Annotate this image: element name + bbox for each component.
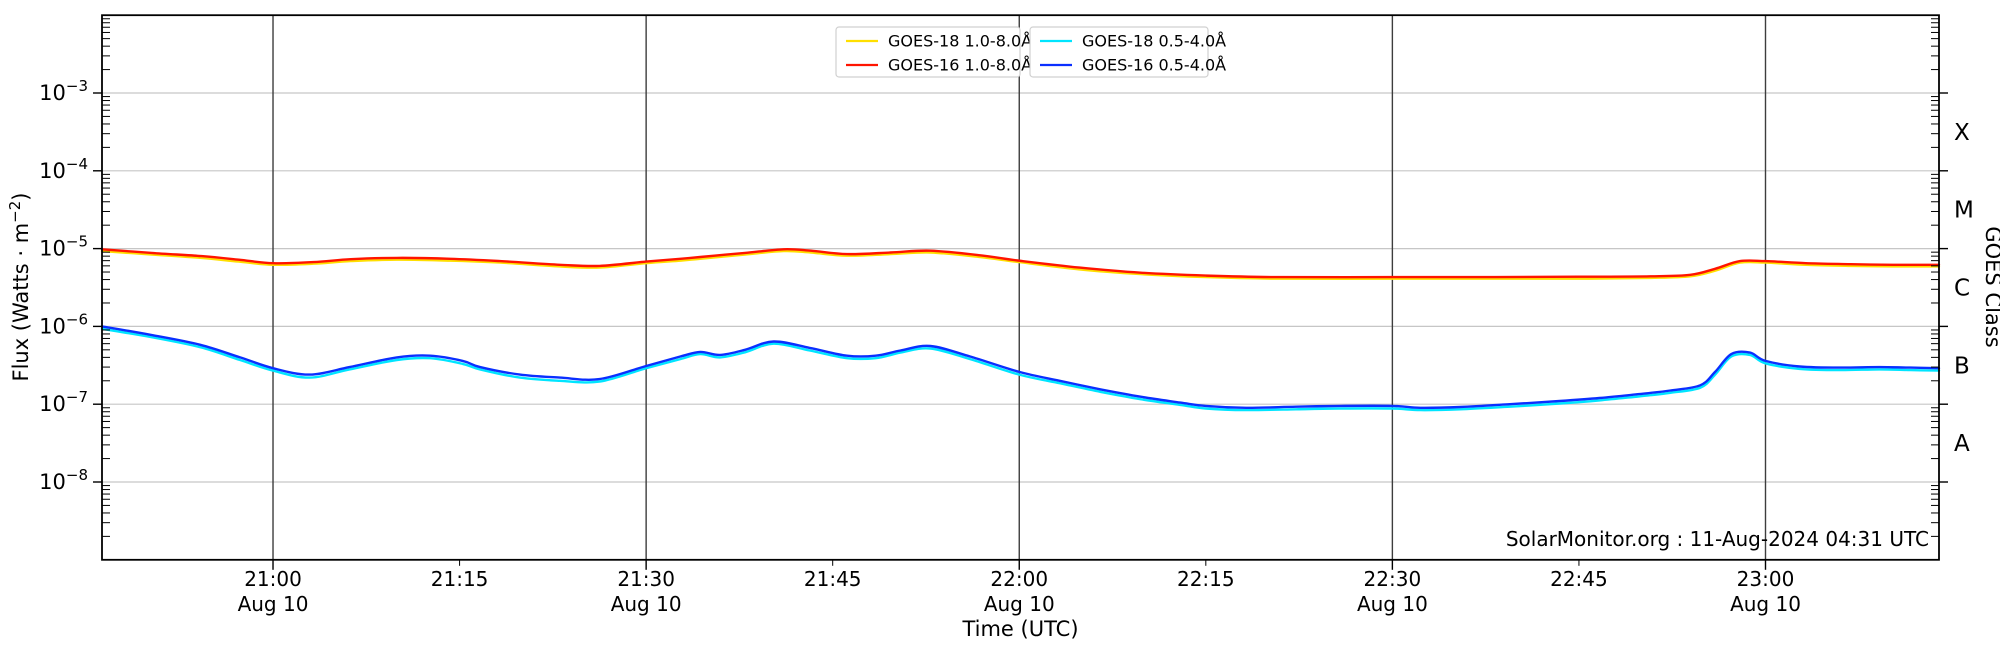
x-tick-label: 22:00 [990,567,1048,591]
goes-class-b: B [1954,353,1970,379]
y-tick-label: 10−6 [39,310,88,338]
series-line-goes-18-1-0-8-0- [100,249,1941,281]
axis-ticks [93,18,1948,570]
series-line-goes-16-0-5-4-0- [100,325,1941,410]
x-tick-date: Aug 10 [611,592,682,616]
goes-class-letters: X M C B A [1954,120,1974,457]
legend-label: GOES-18 0.5-4.0Å [1082,32,1226,51]
y-axis-labels: 10−3 10−4 10−5 10−6 10−7 10−8 [39,77,88,494]
x-tick-label: 21:00 [244,567,302,591]
x-tick-label: 21:30 [617,567,675,591]
series-lines [100,248,1941,412]
x-tick-label: 23:00 [1737,567,1795,591]
legend-frame [1029,26,1209,78]
y-tick-label: 10−5 [39,233,88,261]
legend-label: GOES-16 0.5-4.0Å [1082,56,1226,75]
y-tick-label: 10−7 [39,388,88,416]
x-tick-date: Aug 10 [1730,592,1801,616]
x-tick-label: 22:15 [1177,567,1235,591]
legend-box: GOES-18 0.5-4.0Å GOES-16 0.5-4.0Å [1029,26,1226,78]
series-line-goes-16-1-0-8-0- [100,248,1941,279]
x-tick-label: 22:30 [1364,567,1422,591]
y-axis-title-right: GOES Class [1981,226,2000,347]
x-axis-title: Time (UTC) [961,617,1078,641]
y-axis-title: Flux (Watts · m−2) [6,192,33,381]
x-tick-date: Aug 10 [1357,592,1428,616]
goes-class-c: C [1954,276,1970,302]
gridlines [102,15,1939,560]
legend-box: GOES-18 1.0-8.0Å GOES-16 1.0-8.0Å [835,26,1032,78]
goes-class-m: M [1954,198,1974,224]
x-tick-label: 21:15 [431,567,489,591]
goes-class-x: X [1954,120,1970,146]
x-tick-label: 22:45 [1550,567,1608,591]
legend-frame [835,26,1021,78]
legend-label: GOES-18 1.0-8.0Å [888,32,1032,51]
series-line-goes-18-0-5-4-0- [100,327,1941,412]
watermark: SolarMonitor.org : 11-Aug-2024 04:31 UTC [1506,527,1929,551]
y-tick-label: 10−4 [39,155,88,183]
y-tick-label: 10−3 [39,77,88,105]
y-tick-label: 10−8 [39,466,88,494]
x-tick-date: Aug 10 [238,592,309,616]
x-tick-label: 21:45 [804,567,862,591]
legend-label: GOES-16 1.0-8.0Å [888,56,1032,75]
plot-frame [101,14,1940,561]
x-tick-date: Aug 10 [984,592,1055,616]
goes-class-a: A [1954,431,1970,457]
